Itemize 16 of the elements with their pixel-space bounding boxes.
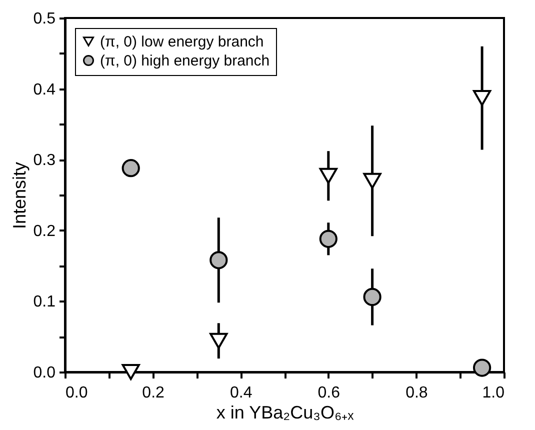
x-tick-label: 0.6 <box>318 384 340 402</box>
x-tick-label: 0.0 <box>66 384 88 402</box>
x-tick-label: 1.0 <box>482 384 505 402</box>
legend-label: (π, 0) high energy branch <box>100 52 270 70</box>
legend-label: (π, 0) low energy branch <box>100 34 264 50</box>
y-tick-label: 0.2 <box>33 222 56 240</box>
x-tick-label: 0.4 <box>230 384 252 402</box>
x-tick-label: 0.8 <box>406 384 428 402</box>
y-tick-label: 0.4 <box>33 81 56 98</box>
y-tick-label: 0.3 <box>33 152 56 170</box>
y-tick-label: 0.1 <box>33 294 56 311</box>
x-axis-title: x in YBa₂Cu₃O₆₊ₓ <box>216 402 354 422</box>
x-tick-label: 0.2 <box>142 384 165 402</box>
y-tick-label: 0.0 <box>33 364 56 382</box>
y-tick-label: 0.5 <box>33 10 56 28</box>
y-axis-title: Intensity <box>9 162 30 230</box>
